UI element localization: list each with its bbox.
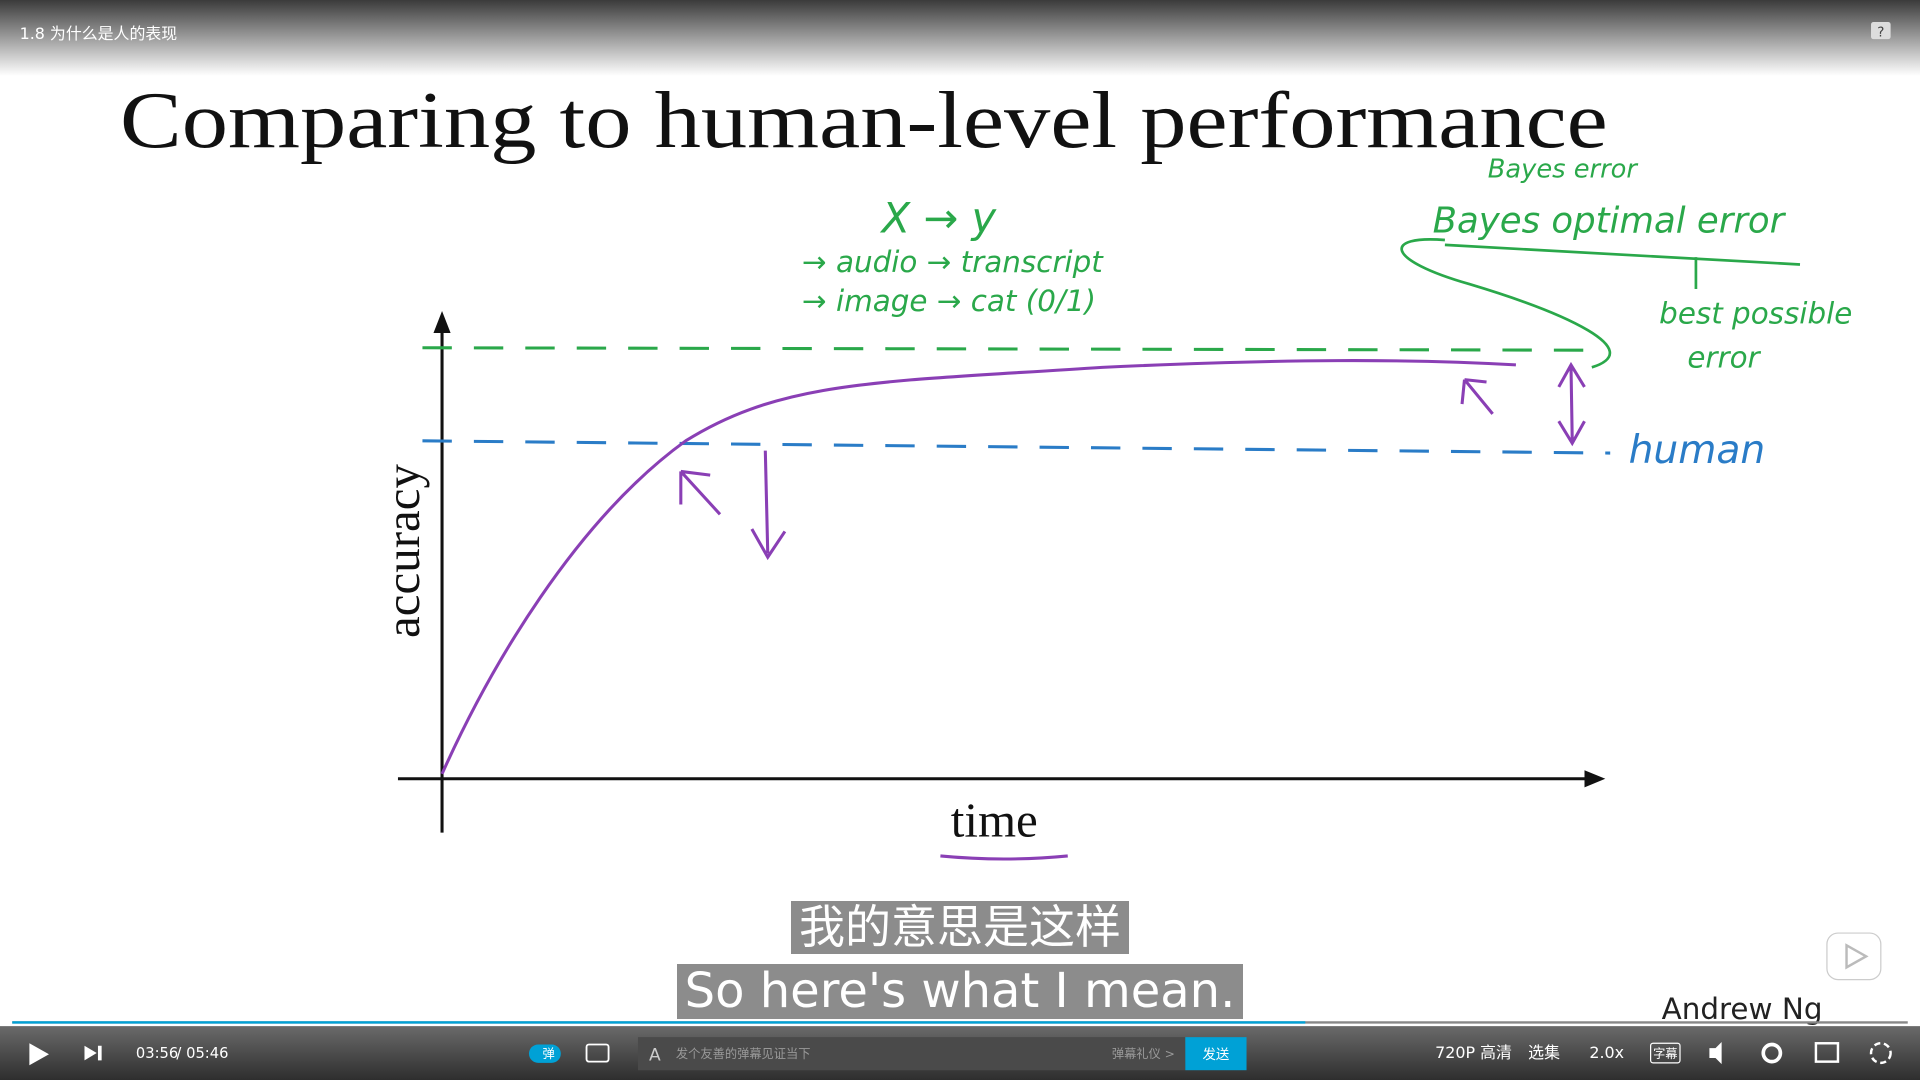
- volume-button[interactable]: [1709, 1042, 1722, 1065]
- widescreen-button[interactable]: [1814, 1042, 1840, 1063]
- episodes-button[interactable]: 选集: [1528, 1043, 1560, 1062]
- subtitle-zh-row: 我的意思是这样: [0, 900, 1920, 954]
- bayes-line: [422, 346, 1605, 352]
- help-icon-mark: ?: [1877, 26, 1884, 41]
- annotation: X → y: [880, 194, 998, 243]
- x-axis-label: time: [951, 792, 1038, 847]
- subtitle-zh: 我的意思是这样: [791, 901, 1129, 954]
- subtitle-label: 字幕: [1653, 1046, 1677, 1061]
- time-separator: /: [176, 1045, 181, 1062]
- arrows: [679, 361, 1586, 561]
- video-title: 1.8 为什么是人的表现: [20, 24, 178, 43]
- slide-title: Comparing to human-level performance: [120, 76, 1608, 165]
- danmaku-etiquette[interactable]: 弹幕礼仪 >: [1112, 1046, 1175, 1061]
- annotation: → image → cat (0/1): [802, 284, 1096, 318]
- duration: 05:46: [186, 1045, 228, 1062]
- danmaku-settings[interactable]: [585, 1043, 610, 1063]
- top-bar: [0, 0, 1920, 76]
- danmaku-toggle[interactable]: [528, 1044, 561, 1063]
- bayes-bracket: [1400, 238, 1801, 369]
- danmaku-placeholder: 发个友善的弹幕见证当下: [676, 1046, 811, 1061]
- x-axis-arrow: [1584, 770, 1606, 788]
- danmaku-toggle-label: 弹: [542, 1047, 554, 1061]
- mini-player-glyph: [1845, 943, 1869, 970]
- danmaku-input[interactable]: [637, 1037, 1186, 1071]
- quality-button[interactable]: 720P 高清: [1435, 1043, 1512, 1062]
- send-label: 发送: [1202, 1047, 1229, 1063]
- performance-curve: [440, 359, 1517, 775]
- fullscreen-button[interactable]: [1869, 1042, 1892, 1065]
- human-line: [422, 439, 1611, 455]
- font-icon: A: [649, 1045, 661, 1065]
- annotation: best possible: [1659, 296, 1852, 330]
- subtitle-en-row: So here's what I mean.: [0, 963, 1920, 1020]
- help-icon[interactable]: [1871, 22, 1891, 40]
- next-button[interactable]: [84, 1045, 102, 1061]
- annotation: Bayes error: [1488, 155, 1639, 185]
- annotation: error: [1687, 340, 1761, 374]
- speed-button[interactable]: 2.0x: [1589, 1043, 1624, 1062]
- annotation: Bayes optimal error: [1433, 201, 1787, 242]
- y-axis-label: accuracy: [375, 464, 430, 638]
- settings-button[interactable]: [1761, 1042, 1783, 1064]
- play-button[interactable]: [29, 1043, 49, 1066]
- annotation: → audio → transcript: [802, 245, 1104, 279]
- send-button[interactable]: [1185, 1037, 1247, 1071]
- author: Andrew Ng: [1662, 992, 1823, 1026]
- current-time: 03:56: [136, 1045, 178, 1062]
- mini-player-icon[interactable]: [1826, 932, 1882, 981]
- y-axis-arrow: [433, 311, 451, 334]
- underline: [940, 854, 1068, 861]
- subtitle-en: So here's what I mean.: [676, 963, 1244, 1020]
- annotation: human: [1629, 428, 1766, 473]
- subtitle-button[interactable]: [1650, 1042, 1681, 1064]
